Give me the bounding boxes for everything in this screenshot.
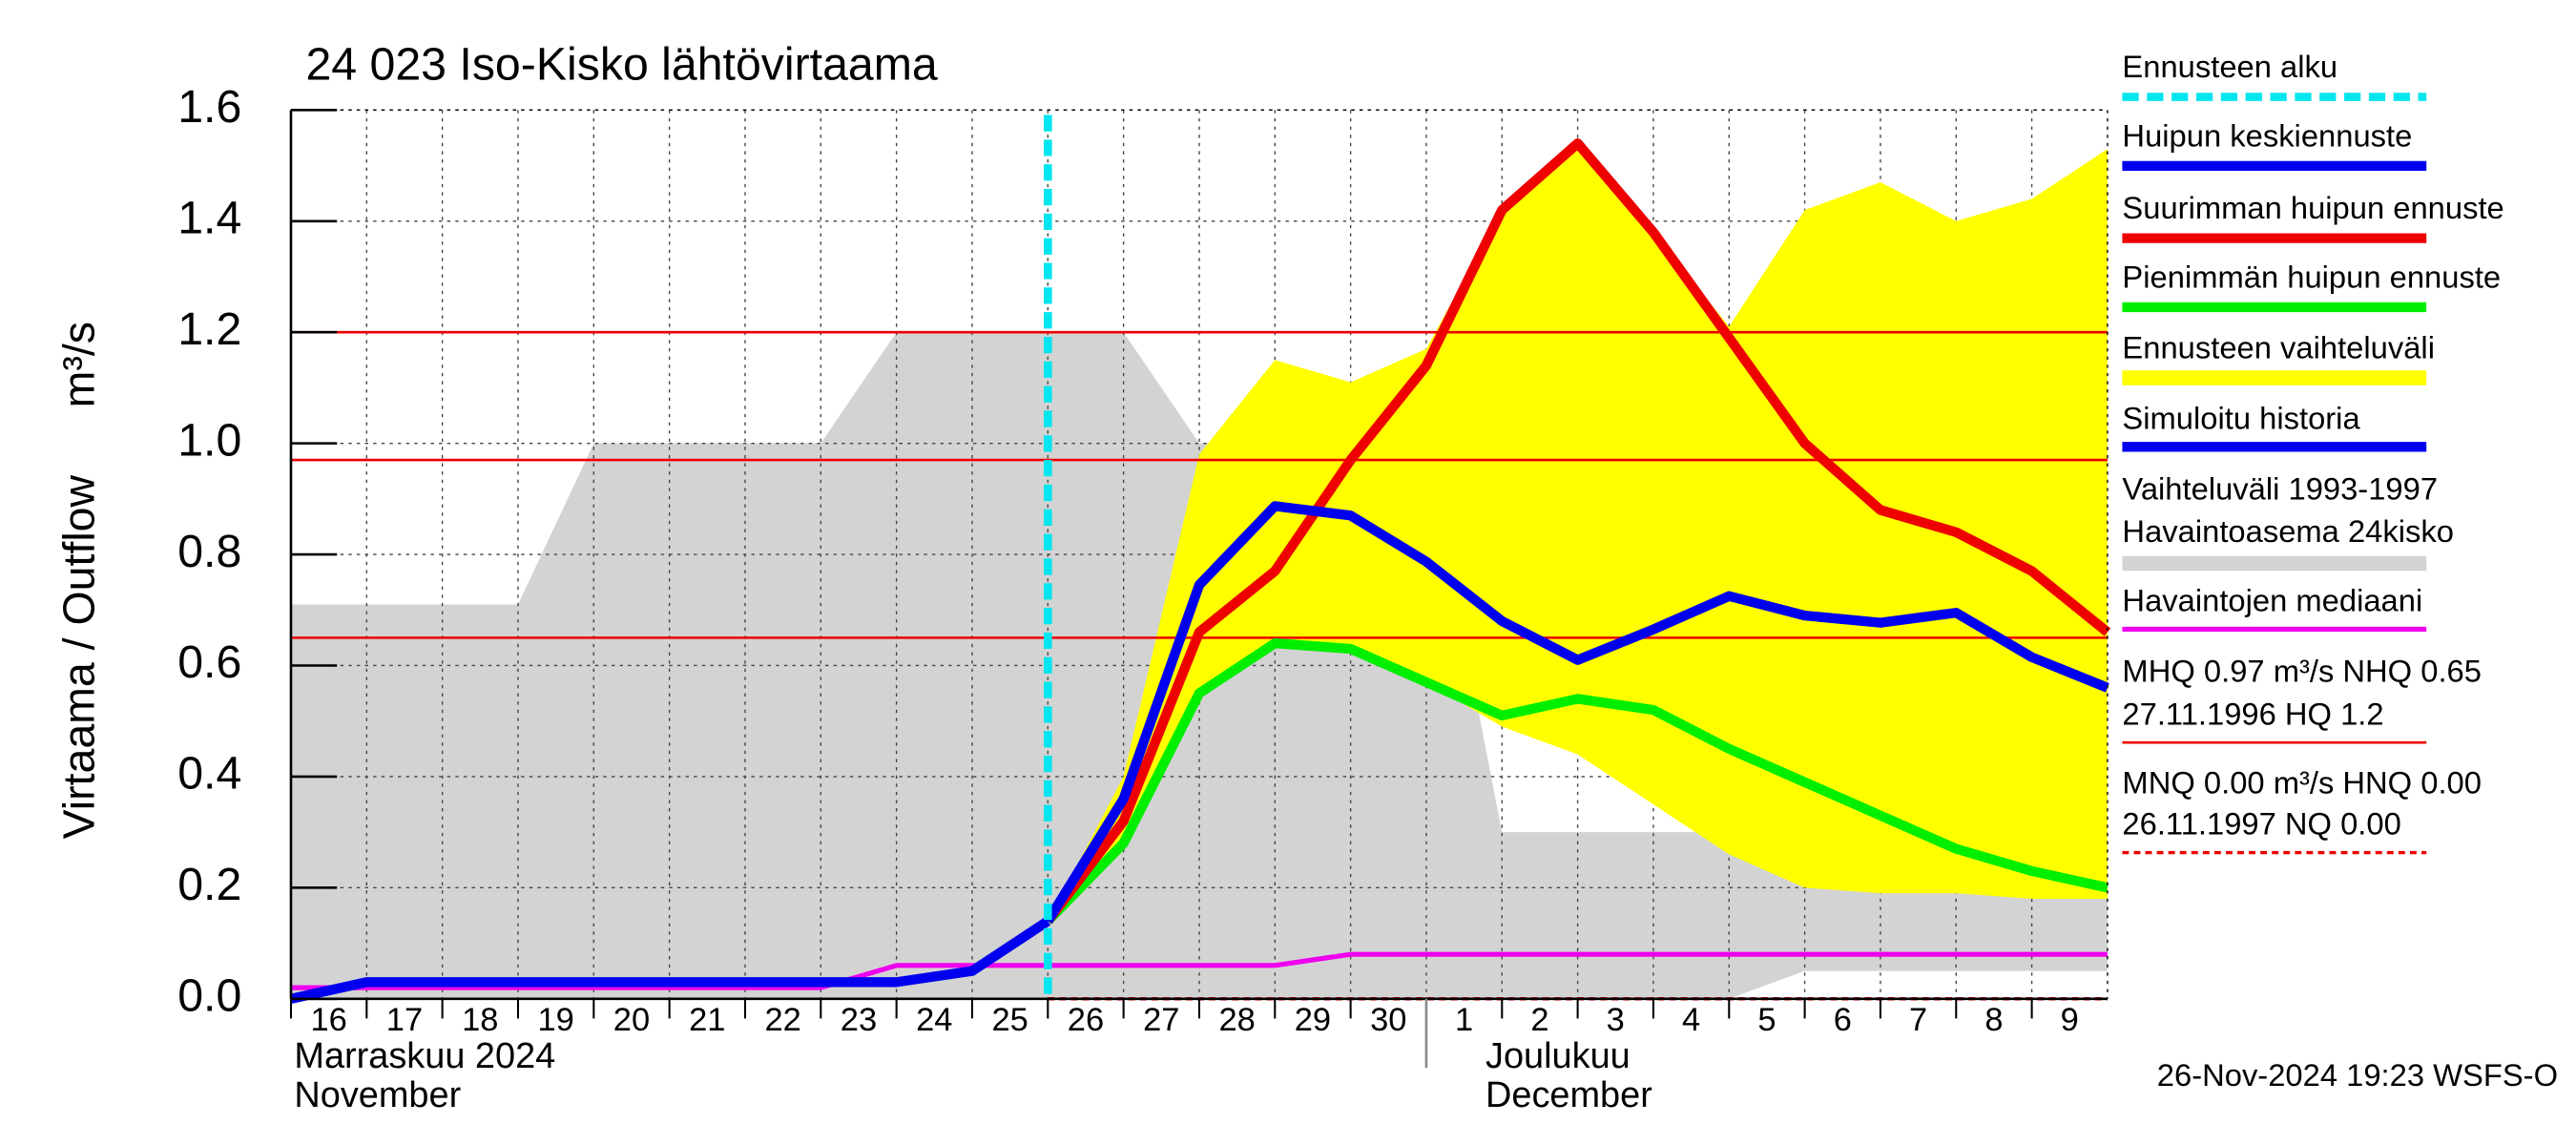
x-tick-label: 6 [1834, 1002, 1852, 1038]
series-line [289, 916, 1051, 1004]
series-line [1044, 638, 2109, 925]
x-tick-label: 25 [991, 1002, 1028, 1038]
legend-label: Pienimmän huipun ennuste [2122, 259, 2501, 294]
month-label: Joulukuu [1485, 1036, 1631, 1076]
legend-label: Vaihteluväli 1993-1997 [2122, 470, 2438, 506]
legend-label: MNQ 0.00 m³/s HNQ 0.00 [2122, 765, 2482, 801]
x-tick-label: 23 [841, 1002, 877, 1038]
y-tick-label: 1.2 [177, 303, 241, 355]
series-line [1043, 501, 2109, 924]
y-tick-label: 0.8 [177, 526, 241, 577]
legend-label: 26.11.1997 NQ 0.00 [2122, 806, 2400, 842]
x-tick-label: 26 [1068, 1002, 1104, 1038]
x-tick-label: 22 [764, 1002, 800, 1038]
range-band [1048, 143, 2108, 922]
y-axis-label: Virtaama / Outflow [53, 475, 103, 840]
y-tick-label: 1.4 [177, 193, 241, 244]
y-axis-unit: m³/s [53, 322, 103, 407]
x-tick-label: 28 [1218, 1002, 1255, 1038]
x-tick-label: 17 [386, 1002, 423, 1038]
x-tick-label: 27 [1143, 1002, 1179, 1038]
month-label: November [294, 1075, 461, 1115]
legend-label: Simuloitu historia [2122, 400, 2360, 435]
x-tick-label: 21 [689, 1002, 725, 1038]
x-tick-label: 16 [310, 1002, 346, 1038]
x-tick-label: 30 [1370, 1002, 1406, 1038]
x-tick-label: 9 [2061, 1002, 2079, 1038]
x-tick-label: 8 [1984, 1002, 2003, 1038]
month-label: December [1485, 1075, 1652, 1115]
y-tick-label: 1.0 [177, 414, 241, 466]
y-tick-label: 0.0 [177, 970, 241, 1022]
month-label: Marraskuu 2024 [294, 1036, 555, 1076]
chart-title: 24 023 Iso-Kisko lähtövirtaama [305, 38, 937, 90]
y-tick-label: 0.6 [177, 636, 241, 688]
legend-label: Ennusteen alku [2122, 49, 2337, 84]
legend-label: Suurimman huipun ennuste [2122, 190, 2503, 225]
legend-label: Ennusteen vaihteluväli [2122, 329, 2435, 364]
y-tick-label: 1.6 [177, 81, 241, 133]
legend-label: MHQ 0.97 m³/s NHQ 0.65 [2122, 654, 2482, 689]
legend-label: Havaintoasema 24kisko [2122, 513, 2454, 549]
legend-label: Huipun keskiennuste [2122, 117, 2412, 153]
y-tick-label: 0.2 [177, 859, 241, 910]
x-tick-label: 29 [1295, 1002, 1331, 1038]
timestamp: 26-Nov-2024 19:23 WSFS-O [2157, 1057, 2558, 1093]
x-tick-label: 2 [1530, 1002, 1548, 1038]
x-tick-label: 4 [1682, 1002, 1700, 1038]
x-tick-label: 7 [1909, 1002, 1927, 1038]
x-tick-label: 5 [1757, 1002, 1776, 1038]
x-tick-label: 3 [1607, 1002, 1625, 1038]
series-line [290, 951, 2108, 990]
x-tick-label: 19 [537, 1002, 573, 1038]
x-tick-label: 24 [916, 1002, 952, 1038]
x-tick-label: 18 [462, 1002, 498, 1038]
x-tick-label: 1 [1455, 1002, 1473, 1038]
legend-label: 27.11.1996 HQ 1.2 [2122, 696, 2383, 731]
x-tick-label: 20 [613, 1002, 650, 1038]
series-line [1044, 138, 2111, 925]
y-tick-label: 0.4 [177, 748, 241, 800]
legend-label: Havaintojen mediaani [2122, 582, 2422, 617]
